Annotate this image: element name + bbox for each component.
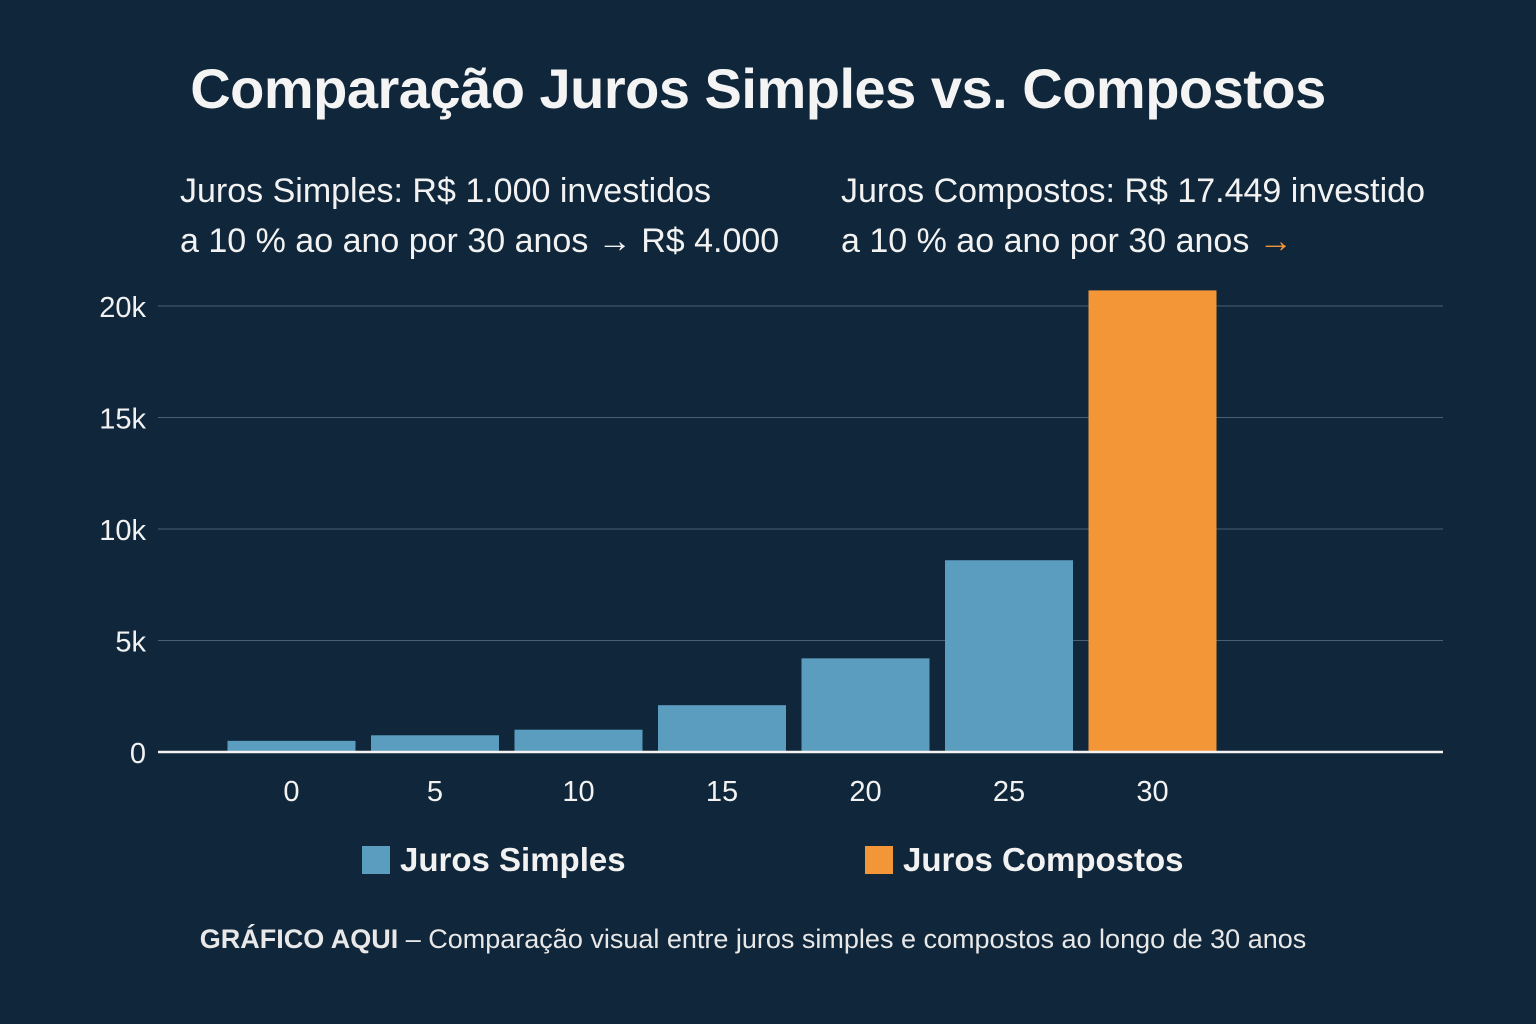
figure-caption: GRÁFICO AQUI – Comparação visual entre j… [0, 924, 1506, 955]
x-tick-label: 5 [427, 776, 443, 808]
legend-label-simple: Juros Simples [400, 841, 626, 878]
bar-compound [1088, 290, 1217, 752]
legend-item-compound: Juros Compostos [865, 838, 1184, 882]
x-tick-label: 15 [706, 776, 738, 808]
caption-strong: GRÁFICO AQUI [199, 924, 399, 954]
x-tick-label: 25 [993, 776, 1025, 808]
caption-text: – Comparação visual entre juros simples … [398, 924, 1307, 954]
x-tick-label: 20 [849, 776, 881, 808]
compound-note-line-2-wrap: a 10 % ao ano por 30 anos → [841, 216, 1425, 266]
y-tick-label: 0 [130, 738, 146, 770]
legend-item-simple: Juros Simples [362, 838, 626, 882]
compound-note-line-1: Juros Compostos: R$ 17.449 investido [841, 172, 1425, 210]
x-tick-label: 10 [562, 776, 594, 808]
arrow-right-icon: → [1258, 222, 1293, 260]
simple-interest-note: Juros Simples: R$ 1.000 investidos a 10 … [180, 166, 779, 266]
legend-label-compound: Juros Compostos [903, 841, 1184, 878]
bar-simple [945, 560, 1073, 752]
simple-note-line-2: a 10 % ao ano por 30 anos → R$ 4.000 [180, 222, 780, 260]
bar-simple [801, 658, 930, 752]
bar-simple [514, 729, 643, 752]
simple-note-line-1: Juros Simples: R$ 1.000 investidos [180, 172, 712, 210]
legend-swatch-compound [865, 846, 893, 874]
chart-title: Comparação Juros Simples vs. Compostos [190, 57, 1326, 120]
bar-simple [227, 740, 356, 752]
bar-simple [371, 735, 499, 752]
y-tick-label: 15k [99, 404, 146, 436]
x-tick-label: 0 [283, 776, 299, 808]
y-tick-label: 20k [99, 292, 146, 324]
x-tick-label: 30 [1136, 776, 1168, 808]
y-tick-label: 10k [99, 515, 146, 547]
compound-note-line-2: a 10 % ao ano por 30 anos [841, 222, 1259, 260]
legend-swatch-simple [362, 846, 390, 874]
y-tick-label: 5k [115, 627, 146, 659]
bar-simple [658, 705, 786, 752]
compound-interest-note: Juros Compostos: R$ 17.449 investido a 1… [841, 166, 1425, 266]
